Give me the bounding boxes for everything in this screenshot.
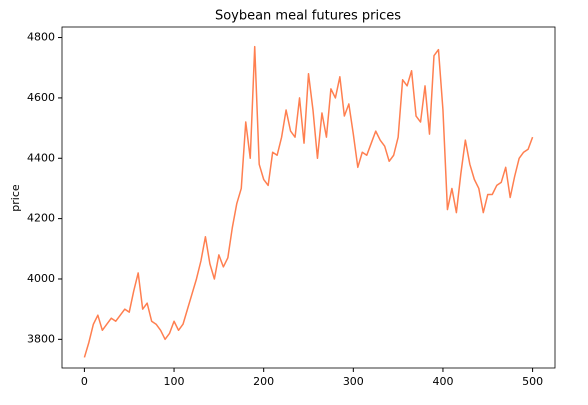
x-tick-label: 100: [164, 375, 185, 388]
y-tick-label: 4400: [27, 151, 55, 164]
x-tick-label: 400: [432, 375, 453, 388]
price-line: [83, 45, 534, 358]
y-tick-label: 4600: [27, 91, 55, 104]
x-tick-label: 200: [253, 375, 274, 388]
y-tick-label: 3800: [27, 332, 55, 345]
chart-title: Soybean meal futures prices: [215, 9, 401, 24]
y-axis-label: price: [9, 184, 22, 212]
plot-frame: [61, 26, 556, 369]
y-tick-label: 4200: [27, 212, 55, 225]
y-tick-label: 4800: [27, 31, 55, 44]
x-tick-label: 300: [343, 375, 364, 388]
x-tick-label: 500: [522, 375, 543, 388]
y-tick-label: 4000: [27, 272, 55, 285]
x-tick-label: 0: [81, 375, 88, 388]
